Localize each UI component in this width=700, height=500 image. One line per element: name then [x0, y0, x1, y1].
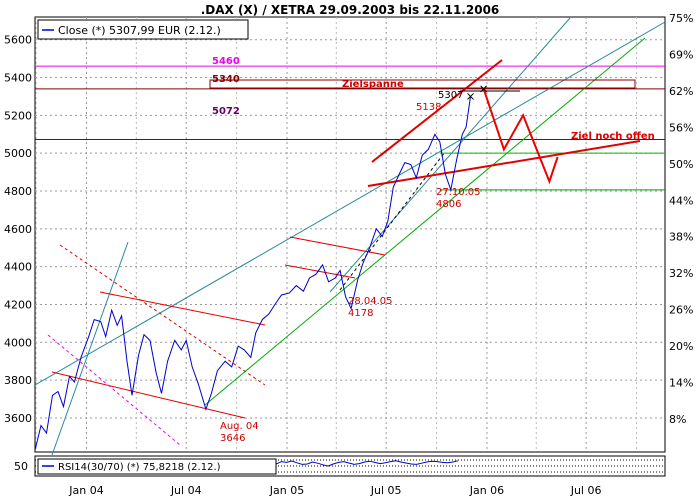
y-right-tick-label: 38% [669, 231, 693, 244]
annotations: 5460 5340 5072 Zielspanne 5138 5307 Ziel… [212, 56, 655, 444]
projection-start-marker [480, 85, 488, 93]
y-tick-label: 4200 [4, 298, 32, 311]
y-right-tick-label: 20% [669, 340, 693, 353]
y-tick-label: 5400 [4, 72, 32, 85]
y-right-tick-label: 26% [669, 304, 693, 317]
y-tick-label: 3600 [4, 412, 32, 425]
trend-drawings [34, 17, 666, 456]
annotation-ziel-noch-offen: Ziel noch offen [571, 131, 655, 142]
channel-2004-upper [99, 291, 266, 326]
dashed-red-downtrend [59, 244, 266, 386]
rsi-line [244, 460, 459, 467]
legend-label: Close (*) 5307,99 EUR (2.12.) [58, 24, 221, 37]
x-axis: Jan 04 Jul 04 Jan 05 Jul 05 Jan 06 Jul 06 [68, 484, 601, 497]
level-label-5340: 5340 [212, 74, 240, 85]
annotation-5138: 5138 [416, 102, 441, 113]
x-tick-label: Jan 05 [269, 484, 304, 497]
y-tick-label: 4800 [4, 185, 32, 198]
main-plot-area [34, 16, 666, 453]
dashed-black-support [339, 151, 446, 291]
x-tick-label: Jul 06 [570, 484, 602, 497]
annotation-date-27-10-05: 27.10.05 [436, 187, 481, 198]
y-right-tick-label: 62% [669, 85, 693, 98]
triangle-upper [371, 59, 503, 163]
markers [467, 85, 488, 100]
annotation-5307: 5307 [438, 90, 463, 101]
y-tick-label: 4400 [4, 261, 32, 274]
y-tick-label: 5200 [4, 109, 32, 122]
dashed-magenta-downtrend [47, 334, 181, 446]
y-tick-label: 5000 [4, 147, 32, 160]
rsi-legend-label: RSI14(30/70) (*) 75,8218 (2.12.) [58, 462, 221, 473]
projection-line [482, 88, 559, 185]
y-right-tick-label: 44% [669, 194, 693, 207]
annotation-4178: 4178 [348, 308, 373, 319]
y-axis-left: 3600 3800 4000 4200 4400 4600 4800 5000 5200 5400… [4, 34, 32, 425]
rsi-legend-box [37, 458, 277, 475]
target-zone-box [209, 79, 636, 89]
annotation-date-28-04-05: 28.04.05 [348, 296, 393, 307]
legend: Close (*) 5307,99 EUR (2.12.) [37, 19, 249, 40]
y-tick-label: 5600 [4, 34, 32, 47]
horizontal-levels [35, 65, 665, 191]
triangle-lower [367, 140, 641, 187]
channel-2004-lower [51, 371, 246, 419]
y-tick-label: 4600 [4, 223, 32, 236]
close-series-line [34, 96, 471, 451]
annotation-3646: 3646 [220, 433, 245, 444]
channel-2005-lower [284, 264, 356, 279]
annotation-aug-04: Aug. 04 [220, 421, 259, 432]
channel-2005-upper [289, 236, 386, 256]
y-right-tick-label: 50% [669, 158, 693, 171]
y-right-tick-label: 8% [669, 413, 686, 426]
y-right-tick-label: 32% [669, 267, 693, 280]
trendline-green [204, 37, 646, 406]
chart-title: .DAX (X) / XETRA 29.09.2003 bis 22.11.20… [201, 3, 500, 17]
legend-box [37, 19, 249, 40]
x-tick-label: Jan 04 [68, 484, 103, 497]
y-right-tick-label: 14% [669, 377, 693, 390]
last-close-marker [467, 93, 474, 100]
trendline-teal-early [51, 241, 129, 456]
trendline-teal-upper [34, 21, 666, 386]
y-axis-right: 8% 14% 20% 26% 32% 38% 44% 50% 56% 62% 69% 75% [669, 12, 693, 426]
x-tick-label: Jul 05 [370, 484, 402, 497]
y-tick-label: 4000 [4, 336, 32, 349]
x-tick-label: Jul 04 [170, 484, 202, 497]
annotation-zielspanne: Zielspanne [342, 79, 404, 90]
rsi-y-tick: 50 [14, 460, 28, 473]
level-label-5460: 5460 [212, 56, 240, 67]
grid [35, 17, 665, 476]
x-tick-label: Jan 06 [469, 484, 504, 497]
annotation-4806: 4806 [436, 199, 461, 210]
y-right-tick-label: 69% [669, 48, 693, 61]
y-right-tick-label: 75% [669, 12, 693, 25]
y-tick-label: 3800 [4, 374, 32, 387]
y-right-tick-label: 56% [669, 121, 693, 134]
level-label-5072: 5072 [212, 106, 240, 117]
